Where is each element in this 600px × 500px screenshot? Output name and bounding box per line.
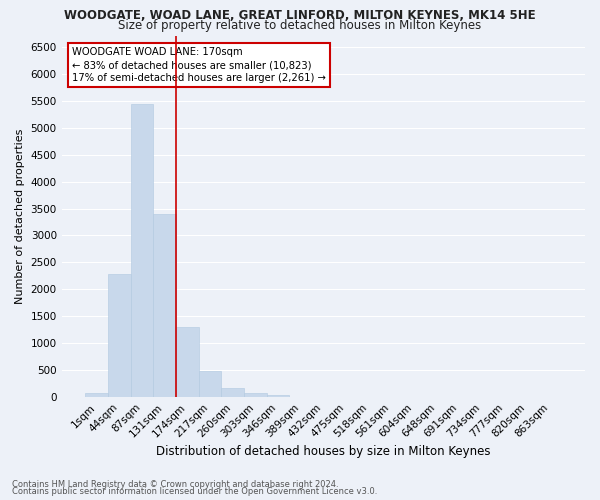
Text: WOODGATE, WOAD LANE, GREAT LINFORD, MILTON KEYNES, MK14 5HE: WOODGATE, WOAD LANE, GREAT LINFORD, MILT… — [64, 9, 536, 22]
Bar — [266, 394, 289, 397]
Bar — [85, 394, 108, 397]
Bar — [108, 274, 131, 397]
Text: Contains public sector information licensed under the Open Government Licence v3: Contains public sector information licen… — [12, 487, 377, 496]
Y-axis label: Number of detached properties: Number of detached properties — [15, 129, 25, 304]
Text: WOODGATE WOAD LANE: 170sqm
← 83% of detached houses are smaller (10,823)
17% of : WOODGATE WOAD LANE: 170sqm ← 83% of deta… — [72, 47, 326, 83]
Text: Contains HM Land Registry data © Crown copyright and database right 2024.: Contains HM Land Registry data © Crown c… — [12, 480, 338, 489]
Bar — [154, 214, 176, 397]
Bar — [244, 393, 266, 397]
Bar — [131, 104, 154, 397]
Bar — [199, 372, 221, 397]
Text: Size of property relative to detached houses in Milton Keynes: Size of property relative to detached ho… — [118, 18, 482, 32]
Bar — [176, 327, 199, 397]
Bar — [221, 388, 244, 397]
X-axis label: Distribution of detached houses by size in Milton Keynes: Distribution of detached houses by size … — [156, 444, 491, 458]
